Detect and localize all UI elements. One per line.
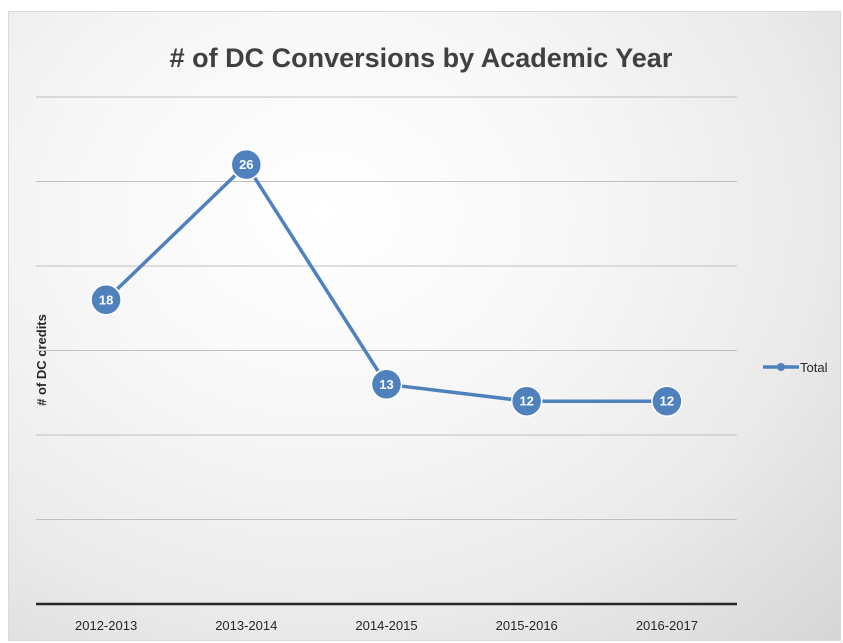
data-point [510, 385, 543, 417]
series-total [90, 148, 683, 417]
chart-title: # of DC Conversions by Academic Year [170, 43, 673, 73]
data-point [651, 385, 683, 417]
gridlines [36, 96, 737, 520]
data-labels: 18 26 13 12 12 [99, 157, 674, 409]
x-tick-label: 2015-2016 [496, 618, 558, 633]
x-tick-label: 2012-2013 [75, 618, 137, 633]
line-chart: # of DC Conversions by Academic Year # o… [34, 43, 828, 633]
data-point [230, 148, 263, 181]
data-label: 12 [660, 394, 674, 409]
legend-marker [777, 363, 785, 371]
y-axis-label: # of DC credits [34, 314, 49, 406]
data-label: 13 [379, 377, 393, 392]
data-point [90, 284, 122, 316]
x-tick-label: 2013-2014 [215, 618, 277, 633]
legend: Total [763, 360, 828, 375]
data-label: 12 [519, 394, 533, 409]
x-tick-label: 2016-2017 [636, 618, 698, 633]
x-tick-label: 2014-2015 [355, 618, 417, 633]
legend-entry-total: Total [800, 360, 828, 375]
data-point [370, 368, 403, 401]
series-line-total [104, 162, 669, 403]
chart-area: # of DC Conversions by Academic Year # o… [8, 11, 841, 641]
data-label: 18 [99, 292, 113, 307]
data-label: 26 [239, 157, 253, 172]
x-tick-labels: 2012-2013 2013-2014 2014-2015 2015-2016 2016… [75, 618, 698, 633]
